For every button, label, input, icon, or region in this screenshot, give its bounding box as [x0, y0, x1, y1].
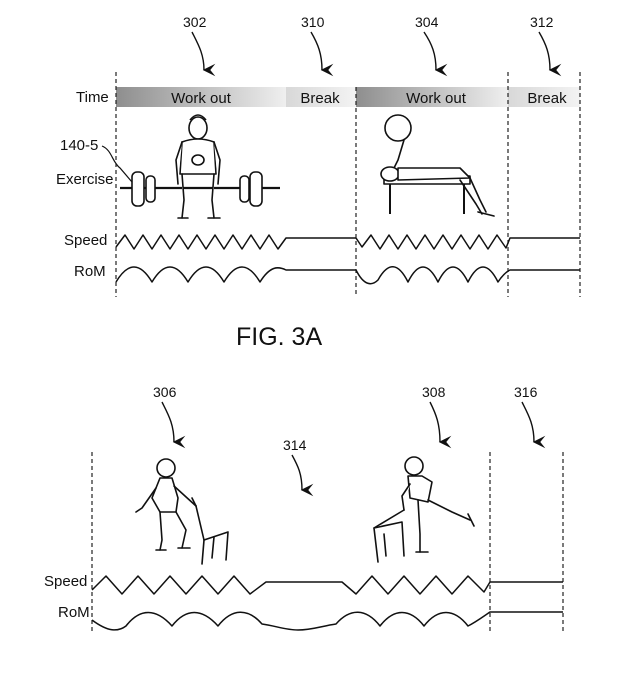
row-label-rom-3b: RoM: [58, 604, 90, 621]
rom-waveform-1: [116, 267, 356, 282]
row-label-time: Time: [76, 89, 109, 106]
ref-302: 302: [183, 14, 207, 30]
ref-316: 316: [514, 384, 538, 400]
arrow-302: [192, 32, 204, 70]
speed-waveform-2: [356, 235, 580, 249]
arrow-304: [424, 32, 436, 70]
arrow-314: [292, 455, 302, 490]
ref-306: 306: [153, 384, 177, 400]
rom-waveform-2: [356, 267, 580, 284]
ref-304: 304: [415, 14, 439, 30]
ref-314: 314: [283, 437, 307, 453]
ref-308: 308: [422, 384, 446, 400]
chair-leg-raise-figure-icon: [374, 457, 474, 562]
figure-3b: 306 314 308 316 Speed RoM: [44, 384, 563, 634]
arrow-312: [539, 32, 550, 70]
time-bar-label-break-1: Break: [300, 90, 340, 107]
figure-caption-3a: FIG. 3A: [236, 323, 322, 351]
ref-312: 312: [530, 14, 554, 30]
deadlift-figure-icon: [120, 115, 280, 218]
row-label-speed: Speed: [64, 232, 107, 249]
arrow-306: [162, 402, 174, 442]
rom-waveform-3b: [92, 612, 563, 630]
figure-3a: 302 310 304 312 Time 140-5 Exercise Spee…: [56, 14, 580, 351]
time-bar-label-break-2: Break: [527, 90, 567, 107]
ref-310: 310: [301, 14, 325, 30]
arrow-310: [311, 32, 322, 70]
arrow-308: [430, 402, 440, 442]
ref-140-5: 140-5: [60, 137, 98, 154]
time-bar-label-workout-2: Work out: [406, 90, 467, 107]
speed-waveform-1: [116, 235, 356, 249]
row-label-speed-3b: Speed: [44, 573, 87, 590]
row-label-exercise: Exercise: [56, 171, 114, 188]
speed-waveform-3b: [92, 576, 563, 594]
arrow-316: [522, 402, 534, 442]
bench-press-figure-icon: [381, 115, 494, 216]
row-label-rom: RoM: [74, 263, 106, 280]
time-bar-label-workout-1: Work out: [171, 90, 232, 107]
chair-squat-figure-icon: [136, 459, 228, 564]
